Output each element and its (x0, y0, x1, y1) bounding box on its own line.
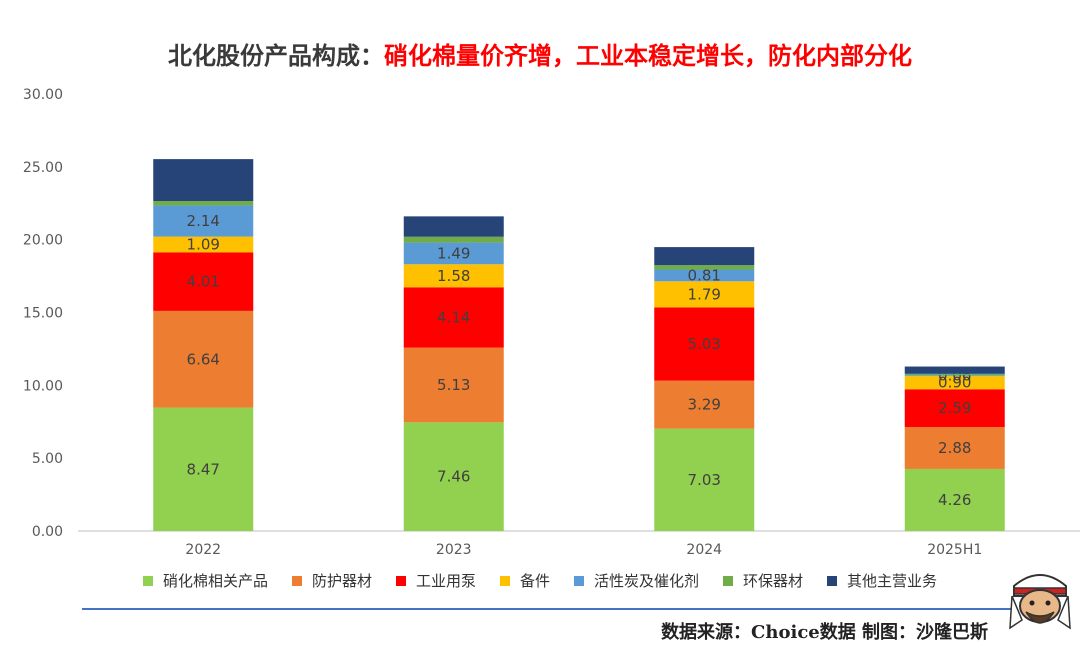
x-tick-label: 2023 (436, 542, 472, 558)
bar-segment (403, 347, 504, 423)
legend-item: 备件 (499, 570, 550, 591)
bar-segment (904, 375, 1005, 377)
data-label: 2.88 (938, 439, 971, 457)
chart-legend: 硝化棉相关产品 防护器材 工业用泵 备件 活性炭及催化剂 环保器材 其他主营业务 (0, 570, 1080, 591)
bar-segment (403, 287, 504, 348)
bar-segment (153, 252, 254, 311)
legend-label: 备件 (519, 572, 550, 590)
bar-segment (153, 205, 254, 237)
bar-segment (904, 366, 1005, 374)
y-tick-label: 20.00 (23, 233, 63, 249)
bar-segment (904, 426, 1005, 469)
bar-segment (153, 159, 254, 202)
x-tick-label: 2022 (185, 542, 221, 558)
data-label: 2.14 (187, 212, 220, 230)
y-tick-label: 30.00 (23, 87, 63, 103)
legend-swatch (723, 575, 734, 586)
legend-swatch (499, 575, 510, 586)
data-label: 1.79 (688, 285, 721, 303)
data-label: 0.90 (938, 374, 971, 392)
legend-swatch (142, 575, 153, 586)
bar-segment (904, 376, 1005, 390)
y-tick-label: 0.00 (32, 524, 63, 540)
legend-label: 环保器材 (743, 572, 804, 590)
data-label: 1.58 (437, 267, 470, 285)
bar-segment (904, 373, 1005, 376)
legend-label: 工业用泵 (415, 572, 476, 590)
stacked-bar-chart: 0.00 5.00 10.00 15.00 20.00 25.00 30.00 8.47 6.6… (23, 87, 1080, 558)
bar-segment (904, 389, 1005, 427)
data-label: 0.81 (688, 266, 721, 284)
data-label: 7.46 (437, 468, 470, 486)
data-label: 4.14 (437, 308, 470, 326)
chart-title-highlight: 硝化棉量价齐增，工业本稳定增长，防化内部分化 (384, 41, 912, 70)
legend-item: 硝化棉相关产品 (142, 570, 268, 591)
data-label: 6.64 (187, 350, 220, 368)
bar-segment (654, 265, 755, 270)
source-note: 数据来源：Choice数据 制图：沙隆巴斯 (661, 622, 988, 643)
bar-segment (403, 236, 504, 243)
bar-segment (654, 428, 755, 531)
legend-swatch (395, 575, 406, 586)
bar-segment (153, 407, 254, 531)
bar-segment (904, 468, 1005, 531)
chart-title-prefix: 北化股份产品构成： (168, 41, 384, 70)
chart-title: 北化股份产品构成：硝化棉量价齐增，工业本稳定增长，防化内部分化 (0, 36, 1080, 71)
bar-segment (153, 201, 254, 206)
legend-swatch (291, 575, 302, 586)
legend-swatch (574, 575, 584, 586)
y-tick-label: 25.00 (23, 160, 63, 176)
legend-label: 活性炭及催化剂 (594, 572, 700, 590)
bar-segment (654, 269, 755, 282)
bar-segment (654, 307, 755, 381)
bar-segment (153, 310, 254, 408)
y-tick-label: 15.00 (23, 306, 63, 322)
data-label: 3.29 (688, 396, 721, 414)
bar-segment (654, 281, 755, 308)
data-label: 5.13 (437, 376, 470, 394)
legend-item: 工业用泵 (395, 570, 476, 591)
bar-segment (403, 422, 504, 531)
legend-item: 活性炭及催化剂 (574, 570, 699, 591)
legend-label: 防护器材 (311, 572, 372, 590)
legend-item: 防护器材 (291, 570, 372, 591)
y-tick-label: 10.00 (23, 378, 63, 394)
data-label: 4.01 (187, 273, 220, 291)
data-label: 1.09 (187, 236, 220, 254)
legend-label: 硝化棉相关产品 (162, 572, 268, 590)
legend-label: 其他主营业务 (847, 572, 938, 590)
legend-item: 其他主营业务 (827, 570, 937, 591)
bar-segment (403, 216, 504, 237)
bar-segment (654, 247, 755, 266)
data-label: 8.47 (187, 460, 220, 478)
data-label: 5.03 (688, 335, 721, 353)
x-tick-label: 2025H1 (927, 542, 982, 558)
bar-segment (403, 242, 504, 265)
bar-segment (654, 380, 755, 429)
data-label: 2.59 (938, 399, 971, 417)
footer-divider (82, 608, 1012, 610)
bar-segment (403, 264, 504, 288)
y-tick-label: 5.00 (32, 451, 63, 467)
data-label: 4.26 (938, 491, 971, 509)
legend-item: 环保器材 (723, 570, 803, 591)
bar-segment (153, 236, 254, 253)
data-label: 7.03 (688, 471, 721, 489)
x-tick-label: 2024 (686, 542, 722, 558)
mascot-icon (1009, 574, 1071, 630)
legend-swatch (827, 575, 838, 586)
data-label: 1.49 (437, 244, 470, 262)
